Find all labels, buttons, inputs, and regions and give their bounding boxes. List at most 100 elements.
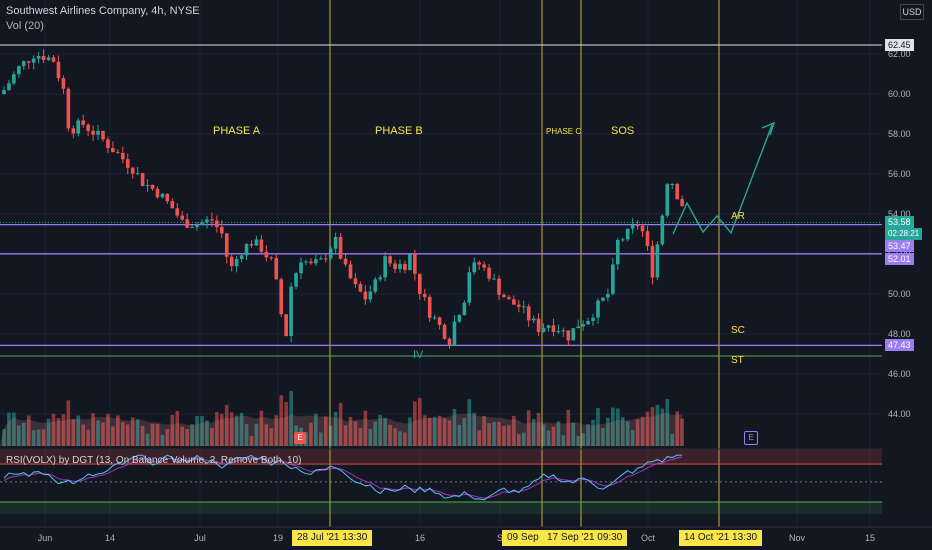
candle (205, 219, 209, 223)
volume-bar (31, 430, 36, 446)
volume-bar (111, 426, 115, 446)
candle (675, 183, 679, 200)
volume-bar (680, 418, 684, 446)
candle (56, 61, 61, 79)
candle (655, 244, 660, 278)
candle (220, 227, 224, 234)
candle (418, 273, 422, 294)
volume-bar (442, 418, 447, 446)
candle (215, 220, 219, 228)
candle (51, 57, 56, 62)
candle (571, 328, 576, 341)
volume-bar (586, 424, 590, 446)
forecast-arrow (672, 121, 776, 235)
rsi-signal-line (3, 456, 683, 499)
volume-bar (408, 417, 412, 446)
candle (200, 222, 204, 225)
candle (234, 258, 239, 267)
price-tag-ar: 53.47 (885, 240, 914, 252)
candle (645, 231, 650, 246)
candle (561, 330, 566, 332)
candle (319, 258, 323, 260)
volume-bar (546, 430, 551, 446)
candle (309, 261, 313, 264)
candle (41, 55, 46, 60)
forecast-path (672, 124, 773, 235)
candle (135, 173, 140, 175)
time-axis[interactable]: Jun 14 Jul 19 16 S Oct Nov 15 (0, 526, 932, 543)
candle (259, 239, 264, 252)
earnings-badge[interactable]: E (294, 432, 306, 444)
volume-bar (358, 428, 363, 446)
volume-bar (482, 416, 486, 446)
time-tick-label: Jul (194, 533, 206, 543)
candle (492, 278, 496, 280)
volume-bar (462, 417, 467, 446)
sos-label: SOS (611, 125, 635, 137)
volume-bar (561, 435, 566, 446)
price-axis-bg (882, 0, 932, 550)
volume-bar (81, 424, 85, 446)
volume-bar (650, 407, 655, 446)
candle (586, 320, 590, 325)
candle (616, 239, 620, 265)
volume-bar (165, 429, 170, 446)
candle (210, 219, 214, 221)
price-tick-label: 54.00 (888, 209, 911, 219)
candle (467, 272, 472, 303)
candle (442, 324, 447, 339)
candle (422, 293, 427, 297)
price-tick-label: 60.00 (888, 89, 911, 99)
candle (353, 278, 358, 285)
volume-bar (630, 430, 635, 446)
time-tag-phase-b: 28 Jul '21 13:30 (292, 530, 373, 546)
candle (398, 263, 402, 270)
volume-bar (155, 423, 160, 446)
volume-bar (101, 422, 105, 446)
volume-bar (472, 412, 477, 446)
volume-bar (61, 414, 66, 446)
candle (12, 74, 16, 84)
candle (403, 263, 407, 270)
volume-bar (170, 414, 175, 446)
candle (86, 124, 90, 131)
volume-bar (665, 398, 670, 446)
candle (185, 219, 189, 228)
candle (625, 228, 630, 240)
volume-bar (249, 436, 254, 446)
candle (125, 159, 130, 168)
volume-bar (418, 397, 422, 446)
volume-bar (220, 413, 224, 446)
candle (427, 296, 432, 318)
volume-bar (17, 425, 21, 446)
candle (606, 293, 610, 298)
volume-bar (368, 429, 373, 446)
volume-bar (497, 422, 501, 446)
volume-bar (264, 424, 269, 446)
volume-bar (289, 391, 293, 446)
currency-badge[interactable]: USD (900, 4, 924, 20)
volume-bar (91, 413, 95, 446)
volume-bar (620, 417, 625, 446)
time-tick-label: 19 (273, 533, 283, 543)
candle (660, 215, 665, 245)
candle (512, 299, 516, 305)
volume-bar (413, 401, 417, 446)
price-axis[interactable]: 62.0060.0058.0056.0054.0052.0050.0048.00… (882, 0, 932, 550)
volume-bar (502, 425, 506, 446)
candle (274, 258, 279, 280)
candle (175, 208, 180, 216)
candle (482, 264, 486, 268)
iv-label: IV (413, 349, 424, 361)
candle (635, 225, 640, 227)
volume-bar (388, 424, 392, 446)
candle (393, 263, 397, 270)
volume-bar (517, 434, 521, 446)
earnings-badge-upcoming[interactable]: E (744, 431, 758, 445)
rsi-oversold-zone (0, 501, 882, 514)
candle (611, 264, 615, 294)
volume-bar (86, 429, 90, 446)
volume-bar (145, 433, 150, 446)
volume-bar (12, 412, 16, 446)
